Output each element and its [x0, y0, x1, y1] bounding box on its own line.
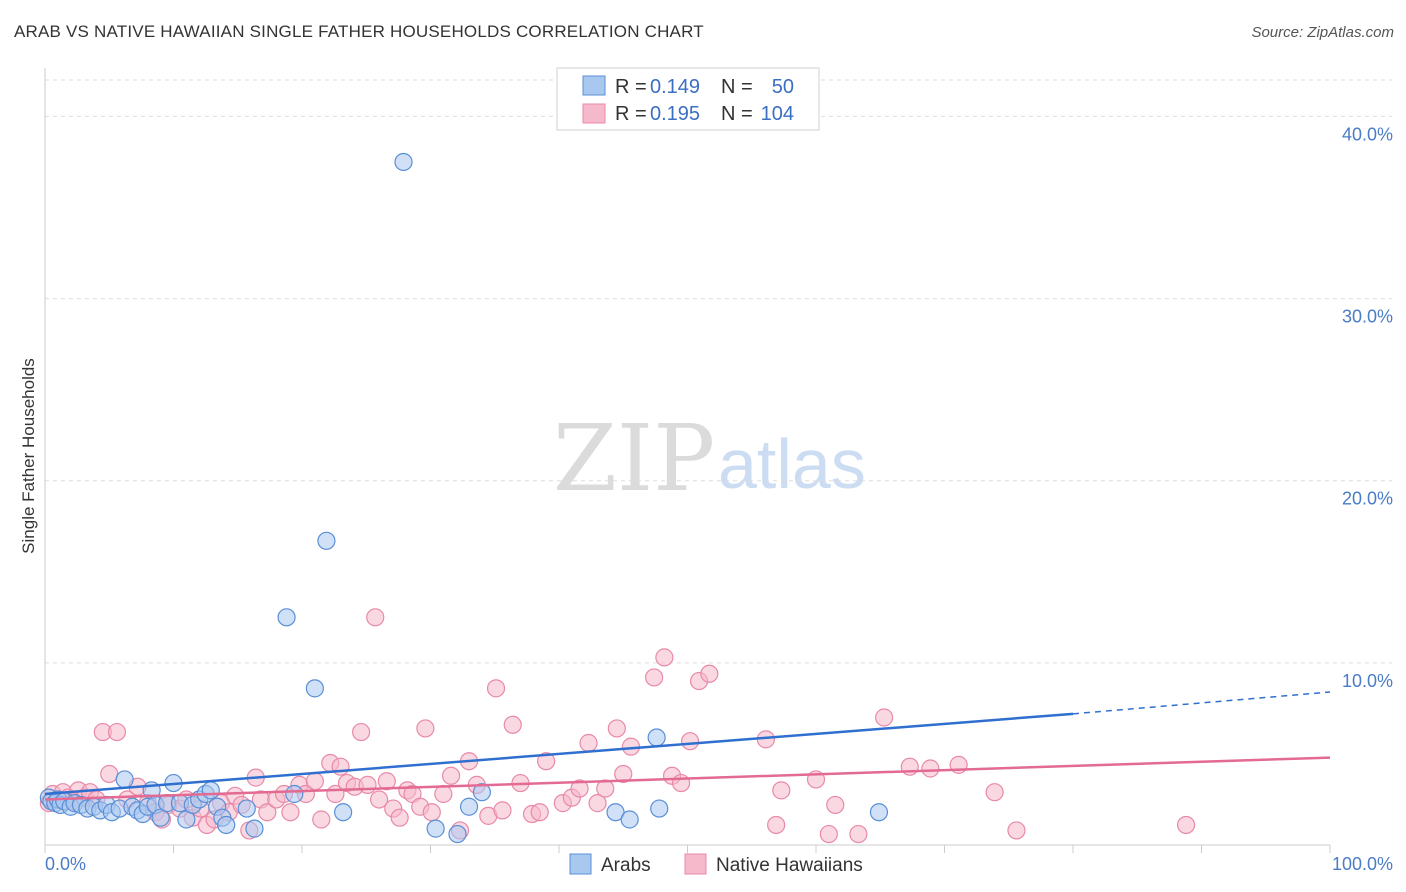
- point-native-hawaiians: [700, 664, 719, 683]
- tick-labels: 10.0% 20.0% 30.0% 40.0% 0.0% 100.0%: [45, 124, 1393, 874]
- point-native-hawaiians: [352, 722, 371, 742]
- source-label: Source: ZipAtlas.com: [1251, 24, 1394, 41]
- point-native-hawaiians: [377, 772, 396, 791]
- point-arabs: [285, 784, 304, 804]
- point-native-hawaiians: [772, 781, 791, 800]
- legend-swatch-hawaiians: [582, 103, 606, 124]
- point-native-hawaiians: [655, 648, 674, 667]
- point-native-hawaiians: [875, 708, 894, 727]
- trendline-native-hawaiians: [44, 756, 1331, 801]
- point-native-hawaiians: [921, 759, 940, 778]
- point-native-hawaiians: [579, 733, 598, 753]
- point-native-hawaiians: [849, 824, 868, 844]
- point-native-hawaiians: [441, 766, 461, 785]
- point-native-hawaiians: [537, 752, 556, 771]
- x-tick-label: 0.0%: [45, 854, 86, 874]
- y-tick-label: 40.0%: [1342, 124, 1393, 144]
- point-native-hawaiians: [422, 803, 441, 822]
- point-native-hawaiians: [588, 794, 607, 813]
- point-native-hawaiians: [767, 815, 786, 835]
- point-arabs: [869, 803, 889, 822]
- point-native-hawaiians: [358, 775, 377, 794]
- legend-r-value-arabs: 0.149: [650, 76, 700, 98]
- point-native-hawaiians: [434, 784, 453, 804]
- y-axis-title: Single Father Households: [19, 358, 38, 554]
- point-native-hawaiians: [107, 722, 127, 742]
- point-arabs: [647, 728, 666, 747]
- chart-title: ARAB VS NATIVE HAWAIIAN SINGLE FATHER HO…: [14, 22, 704, 41]
- watermark-zip: ZIP: [553, 405, 715, 512]
- point-native-hawaiians: [100, 764, 119, 784]
- point-native-hawaiians: [312, 810, 331, 829]
- point-arabs: [305, 679, 324, 698]
- legend-r-label-arabs: R =: [615, 76, 647, 98]
- legend-n-value-hawaiians: 104: [761, 103, 794, 125]
- point-arabs: [620, 810, 639, 829]
- point-native-hawaiians: [1176, 815, 1196, 835]
- trend-lines: [44, 691, 1331, 801]
- legend-swatch-arabs: [582, 75, 606, 96]
- bottom-legend-label-arabs: Arabs: [601, 855, 651, 876]
- x-tick-label: 100.0%: [1332, 854, 1393, 874]
- point-arabs: [217, 815, 236, 835]
- point-arabs: [650, 799, 669, 818]
- point-arabs: [472, 783, 491, 802]
- y-tick-label: 30.0%: [1342, 307, 1393, 327]
- point-arabs: [115, 770, 134, 789]
- gridlines: [45, 79, 1392, 664]
- point-native-hawaiians: [390, 808, 409, 827]
- legend-n-label-hawaiians: N =: [721, 103, 753, 125]
- point-arabs: [201, 781, 220, 800]
- point-native-hawaiians: [614, 764, 633, 784]
- legend-r-label-hawaiians: R =: [615, 103, 647, 125]
- point-native-hawaiians: [305, 772, 324, 791]
- bottom-legend-swatch-arabs: [569, 853, 592, 875]
- point-arabs: [317, 531, 336, 550]
- point-arabs: [426, 819, 445, 838]
- watermark-atlas: atlas: [718, 425, 866, 503]
- legend-n-label-arabs: N =: [721, 76, 753, 98]
- point-arabs: [448, 824, 467, 844]
- y-tick-label: 10.0%: [1342, 671, 1393, 691]
- point-native-hawaiians: [671, 773, 691, 793]
- point-native-hawaiians: [258, 803, 277, 822]
- series-arabs: [39, 152, 889, 844]
- point-native-hawaiians: [493, 801, 512, 820]
- point-native-hawaiians: [530, 803, 549, 822]
- bottom-legend-label-hawaiians: Native Hawaiians: [716, 855, 863, 876]
- bottom-legend: Arabs Native Hawaiians: [569, 853, 863, 876]
- point-arabs: [606, 803, 625, 822]
- y-tick-label: 20.0%: [1342, 489, 1393, 509]
- point-native-hawaiians: [819, 824, 838, 844]
- point-native-hawaiians: [416, 719, 435, 738]
- point-native-hawaiians: [644, 668, 664, 687]
- point-native-hawaiians: [503, 715, 522, 734]
- point-arabs: [394, 152, 413, 172]
- point-native-hawaiians: [366, 608, 385, 627]
- point-native-hawaiians: [680, 732, 700, 751]
- bottom-legend-swatch-hawaiians: [684, 853, 707, 875]
- trendline-arabs-extension: [1072, 691, 1331, 715]
- point-native-hawaiians: [607, 719, 626, 738]
- point-arabs: [245, 819, 264, 838]
- legend-n-value-arabs: 50: [772, 76, 794, 98]
- point-arabs: [459, 797, 479, 816]
- point-native-hawaiians: [281, 803, 300, 822]
- point-native-hawaiians: [486, 679, 506, 698]
- point-arabs: [334, 803, 353, 822]
- point-arabs: [237, 799, 256, 818]
- axes: [44, 68, 1331, 853]
- point-native-hawaiians: [826, 795, 845, 815]
- point-native-hawaiians: [570, 779, 589, 798]
- point-native-hawaiians: [1007, 821, 1026, 840]
- legend-box: R = 0.149 N = 50 R = 0.195 N = 104: [556, 67, 820, 131]
- legend-r-value-hawaiians: 0.195: [650, 103, 700, 125]
- trendline-arabs: [44, 712, 1074, 796]
- point-native-hawaiians: [985, 783, 1004, 802]
- point-native-hawaiians: [370, 790, 389, 809]
- point-arabs: [277, 608, 296, 627]
